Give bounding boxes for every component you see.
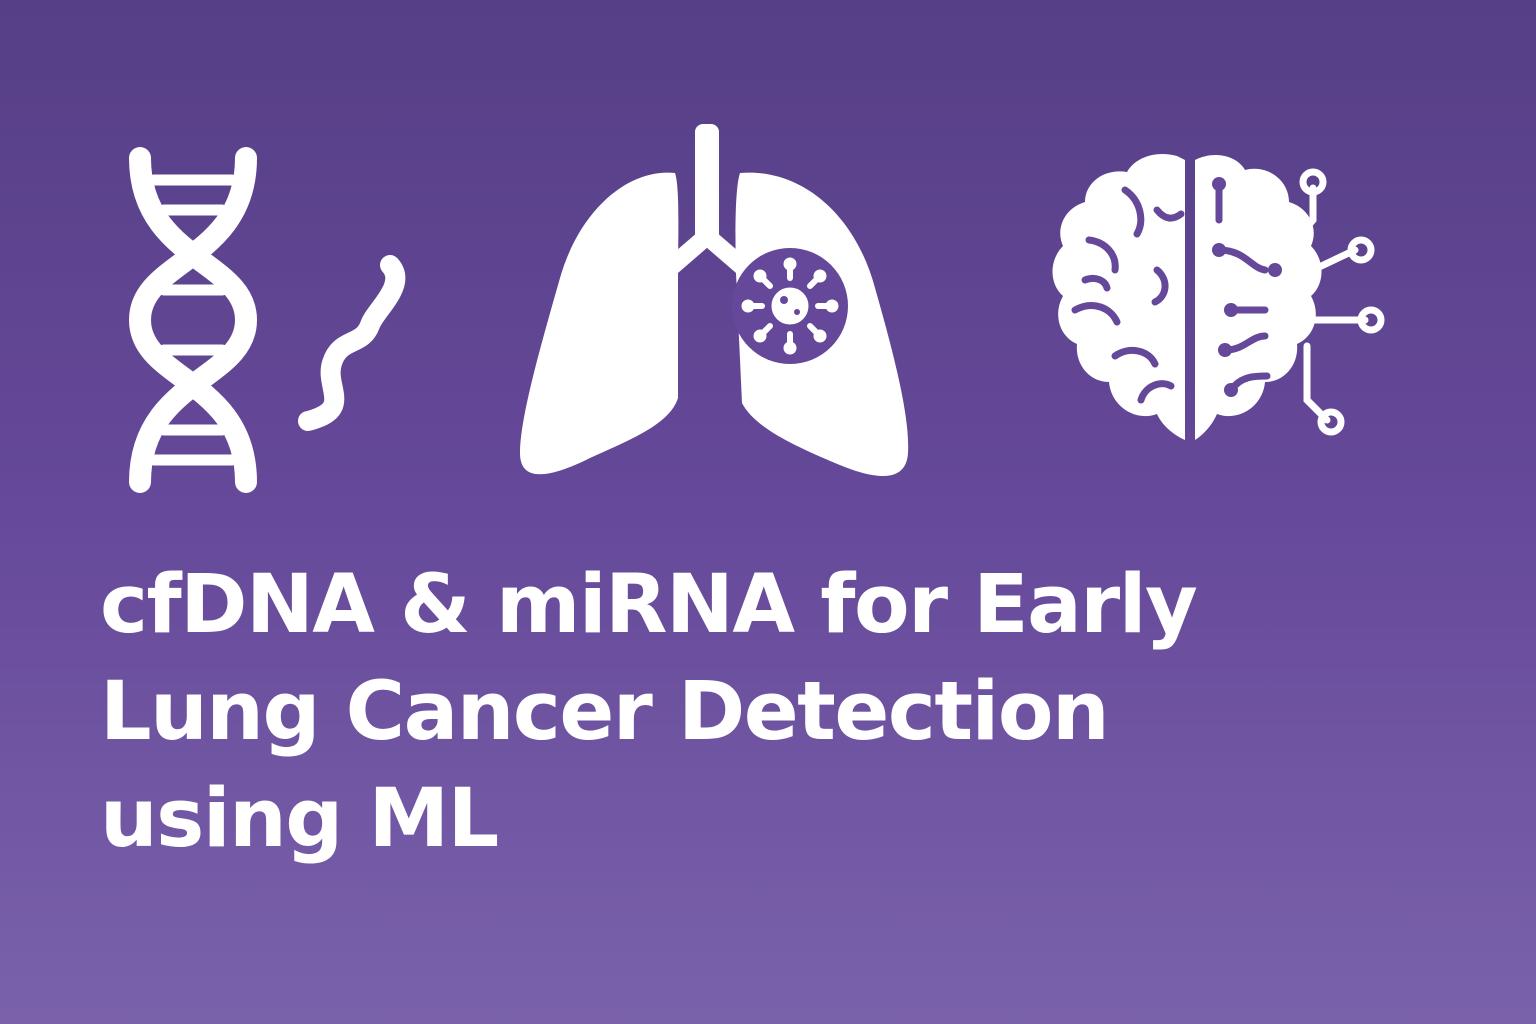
title-line-3: using ML	[100, 772, 499, 866]
title-line-1: cfDNA & miRNA for Early	[100, 558, 1198, 652]
page-title: cfDNA & miRNA for Early Lung Cancer Dete…	[100, 552, 1500, 873]
mirna-strand-icon	[298, 255, 406, 431]
ai-brain-circuit-icon	[1052, 153, 1385, 441]
title-line-2: Lung Cancer Detection	[100, 665, 1110, 759]
dna-helix-icon	[128, 147, 258, 493]
lungs-with-tumor-icon	[520, 124, 909, 477]
